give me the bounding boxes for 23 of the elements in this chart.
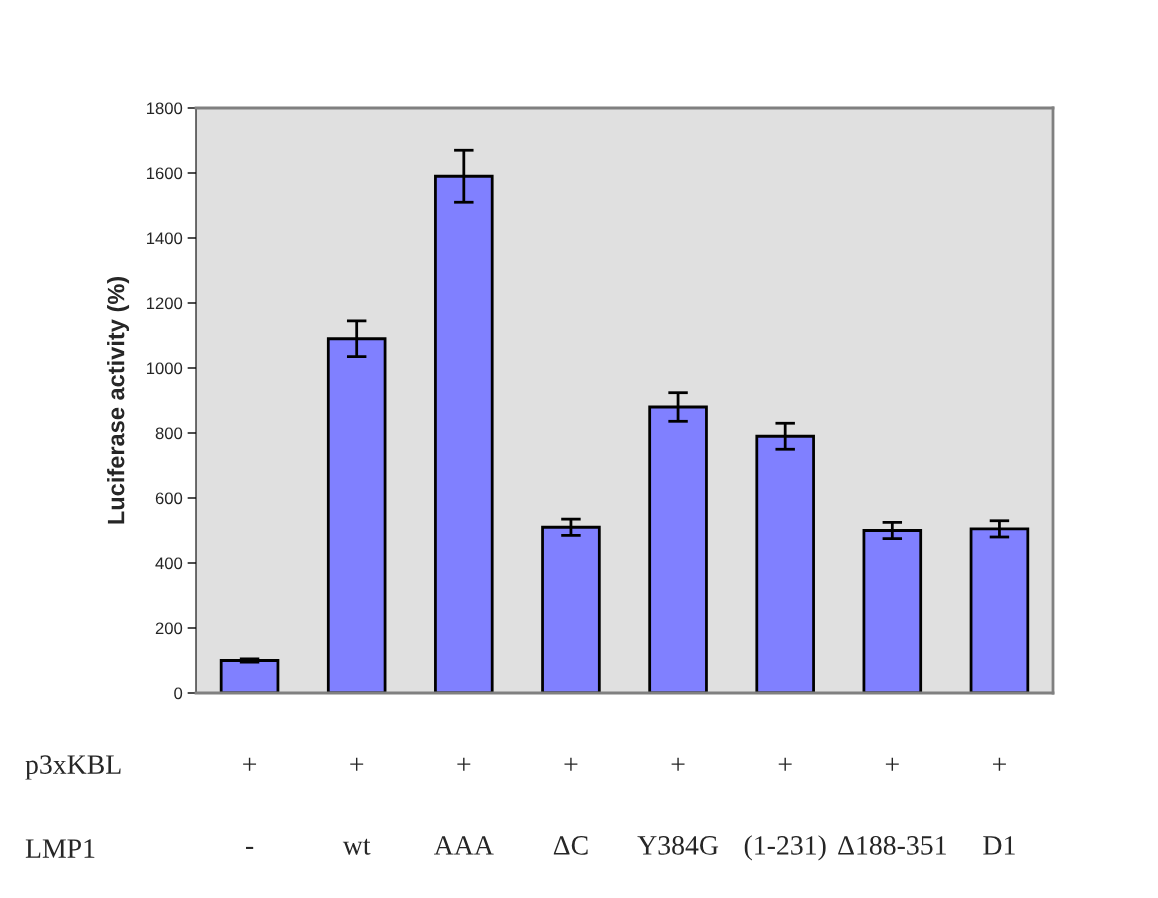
bar xyxy=(219,659,280,693)
category-label: + D1 xyxy=(983,757,1015,855)
category-label: + - xyxy=(243,757,257,849)
text: LMP1 xyxy=(25,839,95,858)
y-tick-label: 1600 xyxy=(147,167,183,180)
category-label: + (1-231) xyxy=(744,757,826,861)
y-tick-label: 0 xyxy=(174,687,183,700)
bar xyxy=(541,525,601,693)
text: p3xKBL xyxy=(25,755,121,780)
y-tick-label: 1800 xyxy=(147,102,183,115)
category-label: + ΔC xyxy=(553,757,588,855)
category-label: + Y384G xyxy=(637,757,719,855)
y-tick-label: 800 xyxy=(155,427,183,440)
y-tick-label: 1000 xyxy=(147,362,183,375)
category-label: + wt xyxy=(342,757,371,855)
y-axis-title: Luciferase activity (%) xyxy=(107,277,130,524)
y-tick-label: 1400 xyxy=(147,232,183,245)
y-tick-label: 1200 xyxy=(147,297,183,310)
y-tick-label: 200 xyxy=(155,622,183,635)
category-label: + AAA xyxy=(433,757,494,855)
category-label: + Δ188-351 xyxy=(838,757,946,855)
y-tick-label: 600 xyxy=(155,492,183,505)
y-tick-label: 400 xyxy=(155,557,183,570)
